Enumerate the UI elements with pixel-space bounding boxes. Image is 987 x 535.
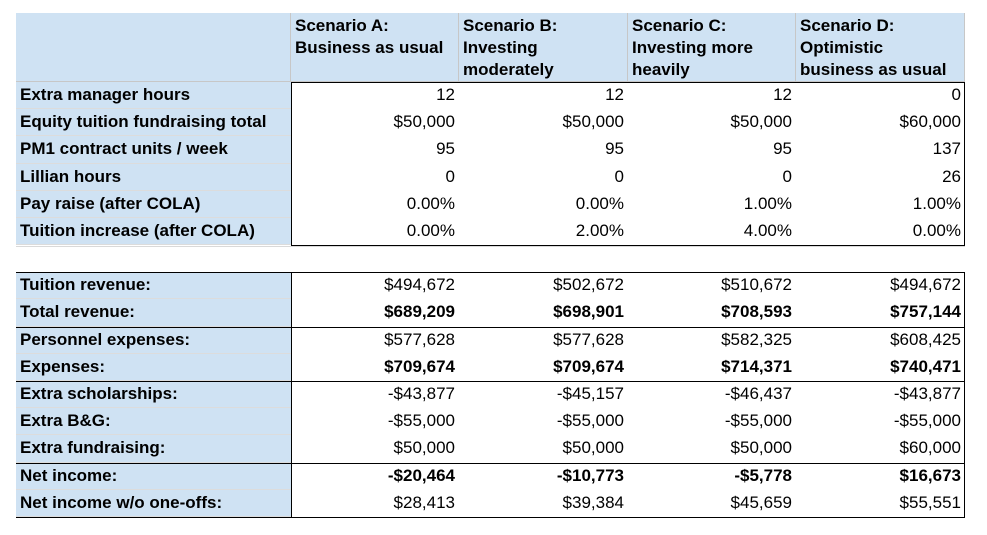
input-row-label: Lillian hours — [16, 163, 291, 191]
output-row-label: Tuition revenue: — [16, 272, 291, 300]
output-row-label: Total revenue: — [16, 299, 291, 327]
output-value-cell[interactable]: $16,673 — [899, 465, 961, 485]
output-value-cell[interactable]: $50,000 — [393, 438, 455, 458]
input-value-cell[interactable]: 0 — [614, 166, 624, 186]
input-value-cell[interactable]: 0 — [951, 85, 961, 104]
output-value-cell[interactable]: -$55,000 — [387, 411, 455, 431]
scenario-header: Scenario D: Optimistic business as usual — [796, 13, 965, 82]
output-value-cell[interactable]: $494,672 — [890, 275, 961, 295]
input-value-cell[interactable]: $60,000 — [899, 112, 961, 132]
input-value-cell[interactable]: 1.00% — [743, 193, 792, 213]
output-value-cell[interactable]: $510,672 — [721, 275, 792, 295]
input-row-label: PM1 contract units / week — [16, 136, 291, 164]
output-value-cell[interactable]: -$43,877 — [893, 384, 961, 403]
input-value-cell[interactable]: $50,000 — [730, 112, 792, 132]
input-value-cell[interactable]: 0 — [445, 166, 455, 186]
output-value-cell[interactable]: $708,593 — [721, 302, 792, 322]
input-value-cell[interactable]: 0.00% — [912, 221, 961, 240]
output-value-cell[interactable]: $45,659 — [730, 492, 792, 512]
input-value-cell[interactable]: 12 — [773, 85, 792, 104]
output-value-cell[interactable]: $55,551 — [899, 492, 961, 512]
output-value-cell[interactable]: -$55,000 — [724, 411, 792, 431]
output-value-cell[interactable]: $502,672 — [553, 275, 624, 295]
output-value-cell[interactable]: $689,209 — [384, 302, 455, 322]
output-border-bottom — [16, 517, 965, 518]
output-row-label: Extra fundraising: — [16, 435, 291, 463]
output-value-cell[interactable]: $757,144 — [890, 302, 961, 322]
input-value-cell[interactable]: 26 — [942, 166, 961, 186]
scenario-header: Scenario C: Investing more heavily — [628, 13, 796, 82]
output-value-cell[interactable]: $50,000 — [562, 438, 624, 458]
input-border-left — [291, 82, 292, 246]
output-value-cell[interactable]: $709,674 — [553, 356, 624, 376]
input-value-cell[interactable]: 1.00% — [912, 193, 961, 213]
input-value-cell[interactable]: 12 — [436, 85, 455, 104]
output-value-cell[interactable]: -$55,000 — [893, 411, 961, 431]
input-value-cell[interactable]: 95 — [605, 139, 624, 159]
input-value-cell[interactable]: 12 — [605, 85, 624, 104]
output-row-label: Personnel expenses: — [16, 326, 291, 354]
input-border-right — [964, 82, 965, 246]
input-value-cell[interactable]: 0.00% — [406, 221, 455, 240]
output-value-cell[interactable]: -$45,157 — [556, 384, 624, 403]
input-row-label: Equity tuition fundraising total — [16, 109, 291, 137]
output-border-top — [16, 272, 965, 274]
input-value-cell[interactable]: $50,000 — [562, 112, 624, 132]
output-value-cell[interactable]: $698,901 — [553, 302, 624, 322]
output-border-left — [291, 272, 292, 517]
input-value-cell[interactable]: 0.00% — [575, 193, 624, 213]
input-row-label: Extra manager hours — [16, 82, 291, 110]
output-value-cell[interactable]: -$43,877 — [387, 384, 455, 403]
output-value-cell[interactable]: -$46,437 — [724, 384, 792, 403]
output-row-label: Expenses: — [16, 353, 291, 381]
output-value-cell[interactable]: $50,000 — [730, 438, 792, 458]
input-value-cell[interactable]: 0.00% — [406, 193, 455, 213]
scenario-header: Scenario A: Business as usual — [291, 13, 459, 82]
output-border-right — [964, 272, 965, 517]
output-value-cell[interactable]: $494,672 — [384, 275, 455, 295]
output-value-cell[interactable]: -$5,778 — [734, 465, 792, 485]
output-separator — [16, 381, 965, 382]
input-border-bottom — [291, 245, 965, 247]
input-value-cell[interactable]: 137 — [932, 139, 961, 159]
input-value-cell[interactable]: 0 — [782, 166, 792, 186]
input-row-label: Tuition increase (after COLA) — [16, 218, 291, 246]
output-value-cell[interactable]: $577,628 — [553, 329, 624, 349]
output-separator — [16, 326, 965, 328]
output-row-label: Extra scholarships: — [16, 381, 291, 409]
output-row-label: Extra B&G: — [16, 408, 291, 436]
output-value-cell[interactable]: $714,371 — [721, 356, 792, 376]
input-value-cell[interactable]: $50,000 — [393, 112, 455, 132]
output-value-cell[interactable]: -$20,464 — [387, 465, 455, 485]
header-corner — [16, 13, 291, 82]
spacer-gridline — [16, 246, 965, 248]
output-value-cell[interactable]: $608,425 — [890, 329, 961, 349]
output-row-label: Net income: — [16, 462, 291, 490]
input-row-label: Pay raise (after COLA) — [16, 190, 291, 218]
output-value-cell[interactable]: $39,384 — [562, 492, 624, 512]
output-value-cell[interactable]: $582,325 — [721, 329, 792, 349]
input-value-cell[interactable]: 4.00% — [743, 221, 792, 240]
input-value-cell[interactable]: 2.00% — [575, 221, 624, 240]
output-value-cell[interactable]: $740,471 — [890, 356, 961, 376]
output-value-cell[interactable]: -$55,000 — [556, 411, 624, 431]
scenario-header: Scenario B: Investing moderately — [459, 13, 628, 82]
output-value-cell[interactable]: -$10,773 — [556, 465, 624, 485]
input-border-top — [291, 82, 965, 83]
output-separator — [16, 462, 965, 464]
output-row-label: Net income w/o one-offs: — [16, 489, 291, 517]
output-value-cell[interactable]: $577,628 — [384, 329, 455, 349]
input-value-cell[interactable]: 95 — [773, 139, 792, 159]
output-value-cell[interactable]: $28,413 — [393, 492, 455, 512]
output-value-cell[interactable]: $709,674 — [384, 356, 455, 376]
input-value-cell[interactable]: 95 — [436, 139, 455, 159]
output-value-cell[interactable]: $60,000 — [899, 438, 961, 458]
